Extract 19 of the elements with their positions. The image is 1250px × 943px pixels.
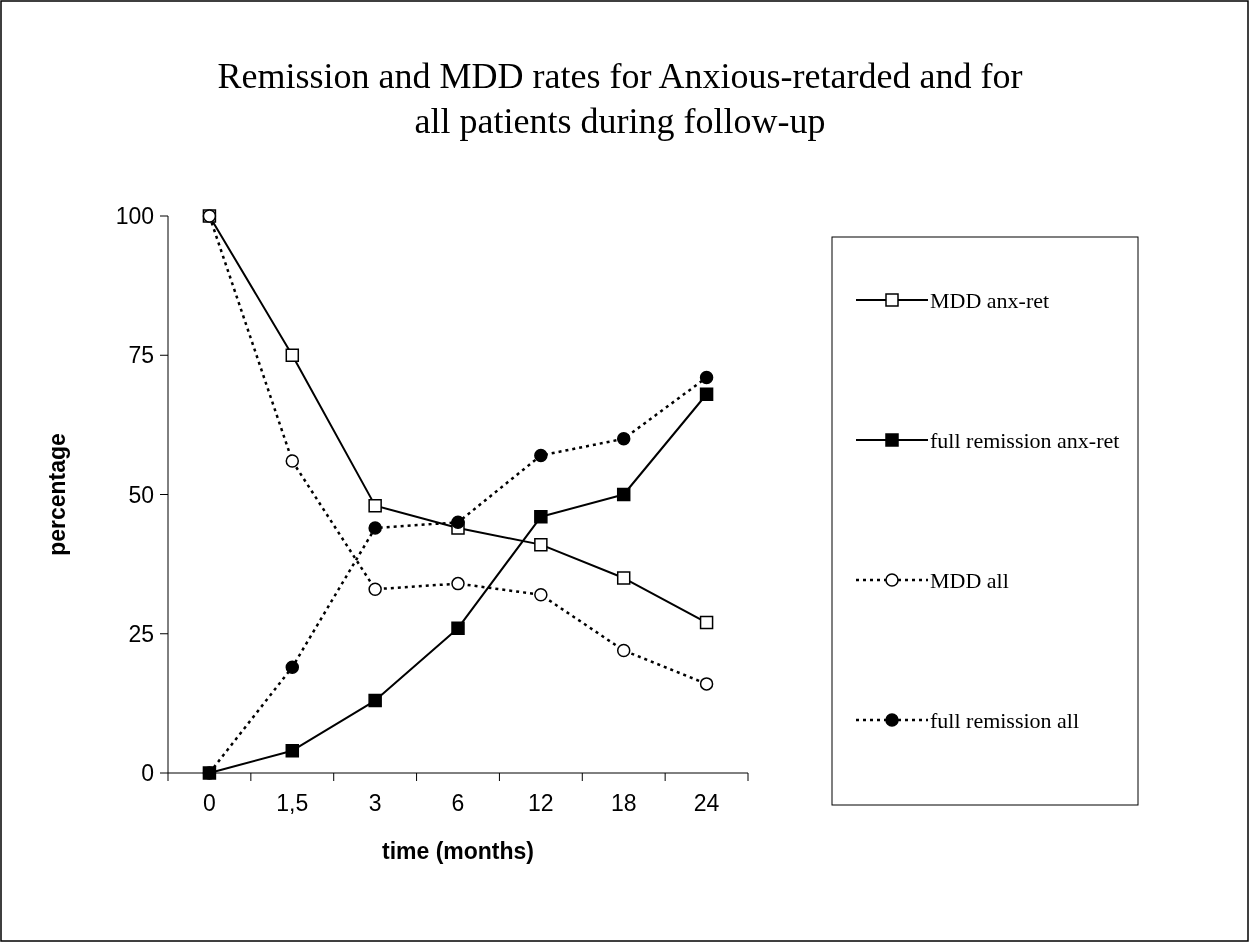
y-tick-label: 25 [128, 620, 154, 647]
y-tick-label: 100 [115, 203, 154, 230]
x-tick-label: 0 [203, 790, 216, 816]
legend-label: MDD anx-ret [930, 287, 1050, 313]
legend-label: full remission all [930, 707, 1080, 733]
y-tick-label: 50 [128, 481, 154, 508]
x-tick-label: 6 [451, 790, 465, 816]
legend-label: full remission anx-ret [930, 427, 1120, 453]
x-tick-label: 12 [528, 790, 554, 816]
chart-title: Remission and MDD rates for Anxious-retarded and for all patients during follow-up [217, 56, 1023, 141]
x-tick-label: 1,5 [276, 790, 309, 816]
y-tick-label: 0 [141, 760, 154, 787]
x-axis-title: time (months) [381, 838, 535, 864]
x-tick-label: 18 [610, 790, 637, 816]
x-tick-label: 24 [693, 790, 720, 816]
x-tick-label: 3 [368, 790, 382, 816]
y-tick-label: 75 [128, 342, 154, 369]
legend-label: MDD all [930, 567, 1009, 593]
y-axis-title: percentage [44, 433, 70, 556]
